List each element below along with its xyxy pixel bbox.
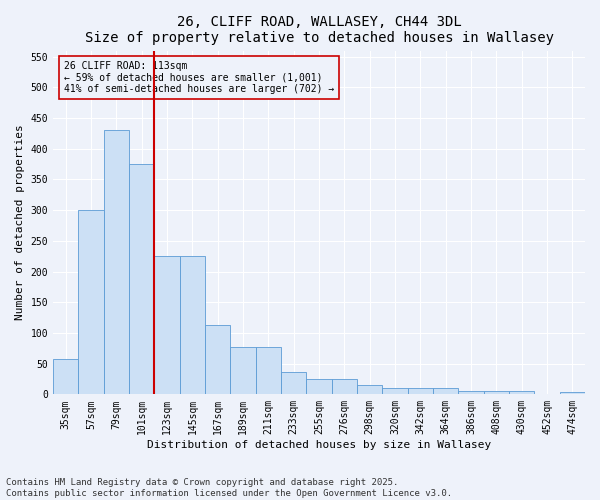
Bar bbox=[407, 388, 433, 394]
Bar bbox=[53, 360, 79, 394]
Bar bbox=[79, 210, 104, 394]
X-axis label: Distribution of detached houses by size in Wallasey: Distribution of detached houses by size … bbox=[147, 440, 491, 450]
Text: 26 CLIFF ROAD: 113sqm
← 59% of detached houses are smaller (1,001)
41% of semi-d: 26 CLIFF ROAD: 113sqm ← 59% of detached … bbox=[64, 61, 334, 94]
Bar bbox=[433, 388, 458, 394]
Bar bbox=[230, 347, 256, 395]
Bar bbox=[104, 130, 129, 394]
Bar bbox=[307, 379, 332, 394]
Bar bbox=[129, 164, 154, 394]
Bar bbox=[509, 392, 535, 394]
Bar bbox=[484, 392, 509, 394]
Bar bbox=[357, 385, 382, 394]
Y-axis label: Number of detached properties: Number of detached properties bbox=[15, 124, 25, 320]
Bar bbox=[179, 256, 205, 394]
Bar bbox=[382, 388, 407, 394]
Bar bbox=[560, 392, 585, 394]
Bar bbox=[281, 372, 307, 394]
Bar bbox=[154, 256, 179, 394]
Bar bbox=[332, 379, 357, 394]
Text: Contains HM Land Registry data © Crown copyright and database right 2025.
Contai: Contains HM Land Registry data © Crown c… bbox=[6, 478, 452, 498]
Bar bbox=[458, 392, 484, 394]
Bar bbox=[205, 325, 230, 394]
Bar bbox=[256, 347, 281, 395]
Title: 26, CLIFF ROAD, WALLASEY, CH44 3DL
Size of property relative to detached houses : 26, CLIFF ROAD, WALLASEY, CH44 3DL Size … bbox=[85, 15, 554, 45]
